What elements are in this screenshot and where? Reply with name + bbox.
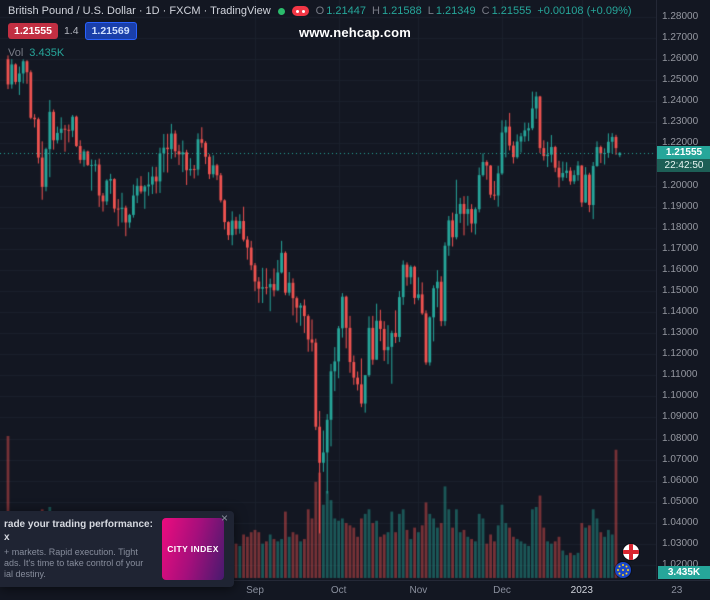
close-label: C — [481, 5, 490, 17]
buy-ask-button[interactable]: 1.21569 — [84, 22, 137, 40]
candlestick-chart[interactable] — [0, 0, 656, 580]
chart-legend: British Pound / U.S. Dollar · 1D · FXCM … — [8, 5, 632, 59]
ad-title-line2: x — [4, 532, 10, 543]
symbol-title[interactable]: British Pound / U.S. Dollar · 1D · FXCM … — [8, 5, 271, 17]
spread-value: 1.4 — [63, 25, 79, 37]
open-value: 1.21447 — [326, 5, 366, 17]
ad-body: + markets. Rapid execution. Tight ads. I… — [4, 547, 155, 580]
price-tick-label: 1.02000 — [662, 559, 699, 570]
price-tick-label: 1.13000 — [662, 327, 699, 339]
price-tick-label: 1.06000 — [662, 474, 699, 486]
price-tick-label: 1.24000 — [662, 95, 699, 107]
ad-body-line3: ial destiny. — [4, 569, 46, 579]
close-value: 1.21555 — [491, 5, 532, 17]
city-index-logo[interactable]: CITY INDEX — [162, 518, 224, 580]
price-tick-label: 1.05000 — [662, 495, 699, 507]
last-price-value: 1.21555 — [657, 146, 710, 159]
ad-close-button[interactable]: × — [220, 511, 228, 525]
volume-badge: 3.435K — [658, 566, 710, 579]
time-tick-label: 23 — [671, 585, 683, 596]
ad-popup[interactable]: rade your trading performance: City x + … — [0, 511, 234, 587]
price-tick-label: 1.14000 — [662, 306, 699, 318]
price-tick-label: 1.15000 — [662, 285, 699, 296]
change-value: +0.00108 (+0.09%) — [537, 5, 632, 17]
price-tick-label: 1.08000 — [662, 432, 699, 444]
price-tick-label: 1.27000 — [662, 32, 699, 44]
price-tick-label: 1.19000 — [662, 200, 699, 212]
watermark-text: www.nehcap.com — [298, 25, 412, 40]
sell-bid-button[interactable]: 1.21555 — [8, 23, 58, 39]
price-tick-label: 1.12000 — [662, 348, 699, 360]
open-label: O — [315, 5, 325, 17]
price-tick-label: 1.16000 — [662, 263, 699, 275]
bar-countdown: 22:42:50 — [657, 159, 710, 172]
ad-body-line1: + markets. Rapid execution. Tight — [4, 547, 138, 557]
volume-indicator-label[interactable]: Vol — [8, 47, 24, 59]
price-tick-label: 1.28000 — [662, 11, 699, 22]
price-tick-label: 1.11000 — [662, 369, 698, 381]
time-tick-label: 2023 — [570, 585, 593, 596]
time-tick-label: Nov — [409, 585, 428, 596]
price-tick-label: 1.20000 — [662, 179, 699, 191]
price-tick-label: 1.25000 — [662, 74, 699, 86]
time-tick-label: Dec — [493, 585, 511, 596]
price-tick-label: 1.03000 — [662, 537, 699, 549]
price-tick-label: 1.10000 — [662, 390, 699, 402]
emoji-sticker-eu-flag-icon[interactable] — [615, 562, 631, 578]
ohlc-readout: O 1.21447 H 1.21588 L 1.21349 C 1.21555 +0.0… — [316, 5, 632, 17]
price-tick-label: 1.04000 — [662, 516, 699, 528]
time-tick-label: Sep — [246, 585, 264, 596]
ad-title-line1: rade your trading performance: City — [4, 519, 155, 530]
volume-indicator-value: 3.435K — [29, 47, 65, 59]
ad-text: rade your trading performance: City x + … — [4, 518, 155, 580]
price-axis[interactable]: 1.21555 22:42:50 3.435K 1.28000 1.27000 1.… — [656, 0, 710, 580]
price-tick-label: 1.23000 — [662, 116, 699, 128]
ad-body-line2: ads. It's time to take control of your — [4, 558, 144, 568]
time-tick-label: Oct — [330, 585, 347, 596]
emoji-sticker-uk-flag-icon[interactable] — [623, 544, 639, 560]
price-tick-label: 1.22000 — [662, 137, 699, 149]
low-label: L — [427, 5, 434, 17]
price-tick-label: 1.26000 — [662, 53, 699, 65]
data-mode-pill-icon[interactable] — [291, 6, 309, 16]
market-status-dot-icon — [277, 7, 285, 15]
price-tick-label: 1.07000 — [662, 453, 699, 465]
low-value: 1.21349 — [435, 5, 476, 17]
last-price-badge[interactable]: 1.21555 22:42:50 — [657, 146, 710, 172]
price-tick-label: 1.17000 — [662, 242, 699, 254]
price-tick-label: 1.18000 — [662, 221, 699, 233]
high-value: 1.21588 — [381, 5, 422, 17]
price-tick-label: 1.09000 — [662, 411, 699, 423]
high-label: H — [372, 5, 380, 17]
